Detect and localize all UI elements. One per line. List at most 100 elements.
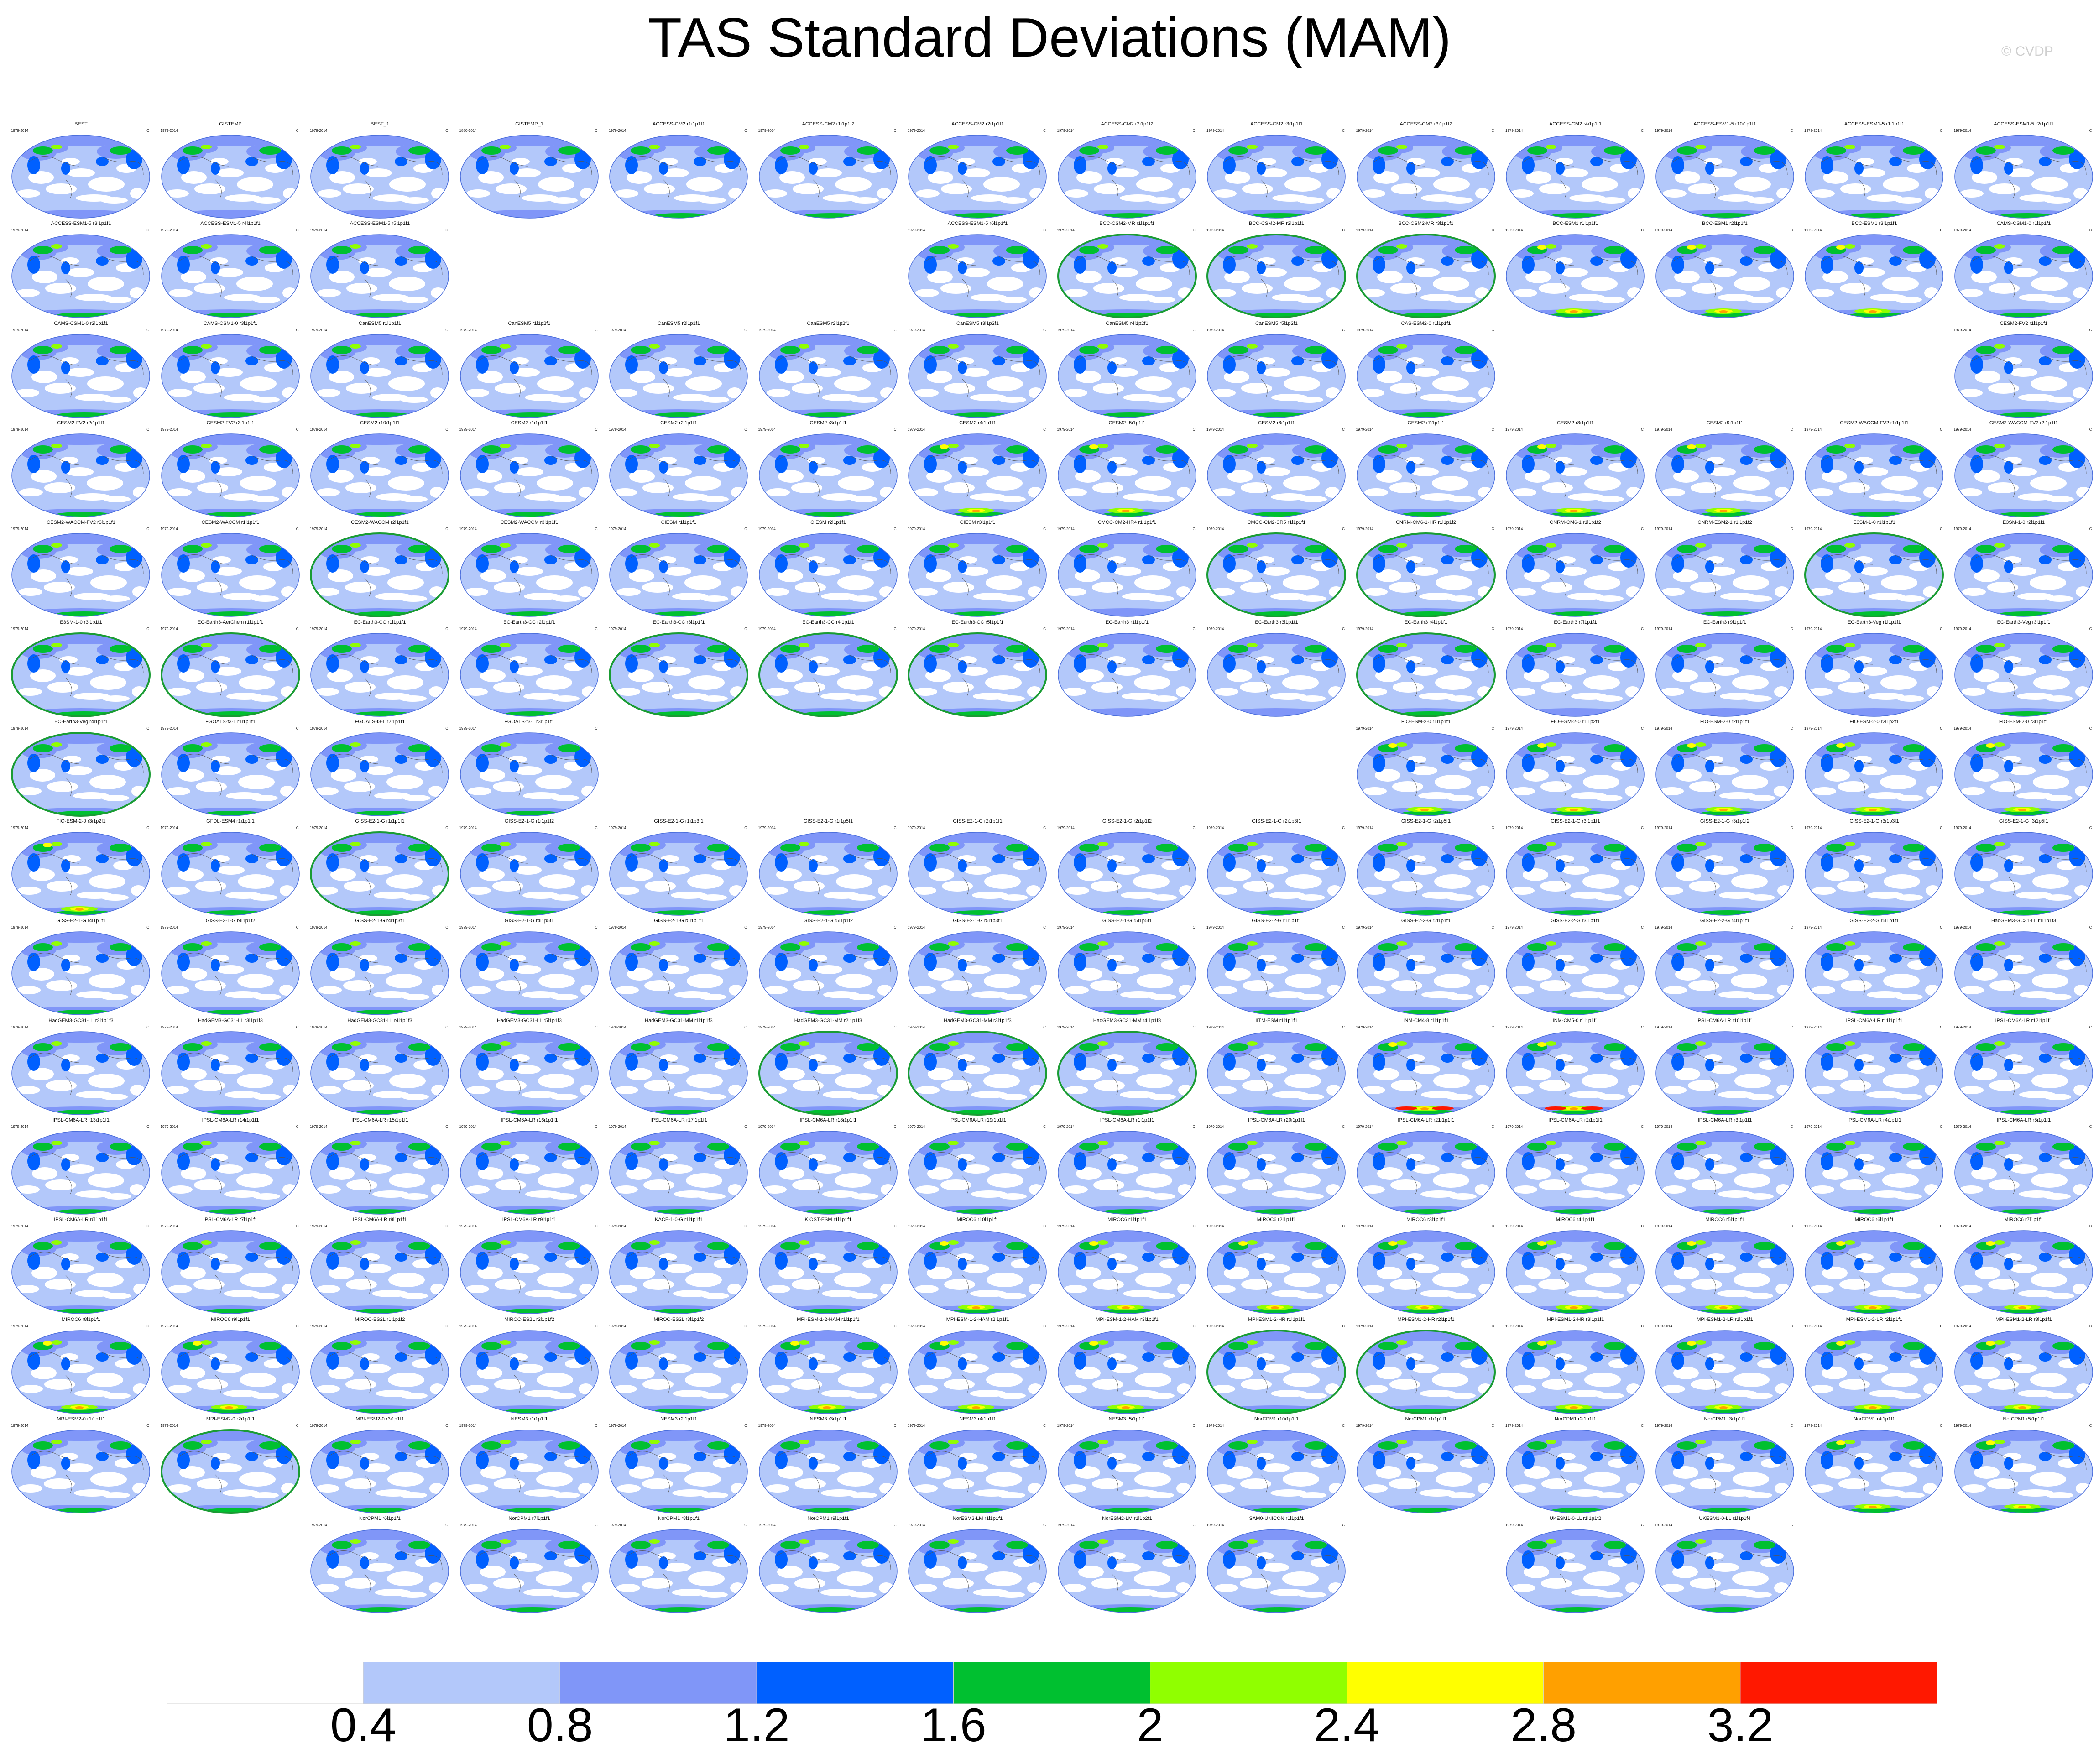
panel-units: C [1641,626,1644,631]
panel-years: 1979-2014 [908,427,925,432]
panel-title: CanESM5 r2i1p1f1 [658,320,700,326]
panel-title: FGOALS-f3-L r1i1p1f1 [205,719,256,725]
panel-title: NorCPM1 r8i1p1f1 [658,1516,700,1522]
panel-units: C [1491,1025,1494,1029]
panel-units: C [1790,726,1793,731]
panel-title: CanESM5 r2i1p2f1 [807,320,850,326]
panel-years: 1979-2014 [758,1523,776,1528]
global-map [459,931,599,1016]
panel-units: C [1043,826,1046,830]
global-map [11,1230,150,1315]
global-map [609,1131,748,1215]
map-panel: CESM2-FV2 r2i1p1f1 1979-2014 C [6,420,156,520]
map-panel: ACCESS-CM2 r2i1p1f2 1979-2014 C [1053,121,1202,221]
panel-title: NorESM2-LM r1i1p2f1 [1102,1516,1152,1522]
panel-title: CanESM5 r1i1p2f1 [508,320,551,326]
panel-units: C [296,1324,299,1328]
panel-title: CESM2 r3i1p1f1 [809,420,847,426]
panel-title: ACCESS-ESM1-5 r6i1p1f1 [947,221,1008,227]
panel-years: 1979-2014 [908,1324,925,1328]
map-panel: HadGEM3-GC31-LL r1i1p1f3 1979-2014 C [1949,918,2099,1018]
map-panel: CNRM-CM6-1-HR r1i1p1f2 1979-2014 C [1352,520,1501,620]
panel-years: 1979-2014 [160,1423,178,1428]
panel-units: C [146,228,149,233]
global-map [908,1030,1047,1116]
panel-years: 1979-2014 [310,1523,328,1528]
panel-title: ACCESS-ESM1-5 r4i1p1f1 [200,221,261,227]
global-map [609,931,748,1016]
panel-title: FIO-ESM-2-0 r1i1p2f1 [1551,719,1600,725]
map-panel: GISS-E2-1-G r2i1p1f2 1979-2014 C [1053,819,1202,919]
panel-units: C [1940,626,1942,631]
panel-title: CAMS-CSM1-0 r3i1p1f1 [203,320,258,326]
panel-units: C [1192,328,1196,332]
map-panel: MPI-ESM1-2-HR r2i1p1f1 1979-2014 C [1352,1317,1501,1417]
map-panel: CESM2-WACCM r3i1p1f1 1979-2014 C [455,520,604,620]
panel-title: GISS-E2-1-G r2i1p1f2 [1102,819,1152,825]
panel-years: 1979-2014 [758,427,776,432]
panel-years: 1979-2014 [1356,129,1373,133]
panel-years: 1979-2014 [1206,1523,1224,1528]
panel-title: MPI-ESM1-2-HR r1i1p1f1 [1248,1316,1305,1322]
panel-title: MPI-ESM-1-2-HAM r2i1p1f1 [946,1316,1009,1322]
global-map [310,1131,449,1215]
panel-units: C [146,427,149,432]
panel-years: 1979-2014 [1356,328,1373,332]
panel-years: 1979-2014 [1356,1423,1373,1428]
panel-units: C [296,726,299,731]
global-map [459,1330,599,1414]
map-panel: IPSL-CM6A-LR r15i1p1f1 1979-2014 C [305,1117,454,1217]
panel-units: C [1790,427,1793,432]
global-map [160,1429,300,1514]
panel-years: 1979-2014 [1505,925,1523,930]
panel-years: 1979-2014 [160,626,178,631]
panel-years: 1979-2014 [459,1523,477,1528]
global-map [1954,832,2093,916]
panel-years: 1979-2014 [1655,1224,1672,1229]
global-map [609,433,748,517]
map-panel: MPI-ESM-1-2-HAM r3i1p1f1 1979-2014 C [1053,1317,1202,1417]
colorbar-segment [756,1662,954,1704]
panel-years: 1979-2014 [1953,527,1971,532]
global-map [758,533,898,617]
panel-years: 1979-2014 [1505,427,1523,432]
panel-years: 1979-2014 [1505,1423,1523,1428]
global-map [310,1230,449,1315]
global-map [459,732,599,816]
panel-title: CanESM5 r4i1p2f1 [1106,320,1149,326]
panel-title: BCC-CSM2-MR r2i1p1f1 [1248,221,1305,227]
panel-title: GISS-E2-2-G r2i1p1f1 [1401,918,1451,924]
map-panel: GISS-E2-1-G r4i1p1f1 1979-2014 C [6,918,156,1018]
panel-years: 1979-2014 [1505,726,1523,731]
panel-units: C [2089,1125,2092,1129]
panel-title: CESM2-FV2 r1i1p1f1 [2000,320,2048,326]
panel-units: C [893,925,897,930]
panel-title: ACCESS-CM2 r1i1p1f2 [802,121,855,127]
panel-title: MPI-ESM-1-2-HAM r3i1p1f1 [1096,1316,1159,1322]
map-panel: FIO-ESM-2-0 r2i1p2f1 1979-2014 C [1800,719,1949,819]
panel-title: FIO-ESM-2-0 r3i1p1f1 [1999,719,2049,725]
panel-title: SAM0-UNICON r1i1p1f1 [1249,1516,1304,1522]
panel-title: IPSL-CM6A-LR r14i1p1f1 [202,1117,259,1123]
global-map [11,1031,150,1115]
panel-title: HadGEM3-GC31-MM r4i1p1f3 [1093,1018,1161,1023]
panel-units: C [146,1125,149,1129]
panel-units: C [445,228,448,233]
panel-years: 1979-2014 [310,726,328,731]
panel-title: EC-Earth3 r1i1p1f1 [1105,619,1149,625]
global-map [758,433,898,517]
panel-years: 1979-2014 [609,1523,627,1528]
global-map [11,632,151,717]
panel-units: C [2089,328,2092,332]
panel-title: NESM3 r3i1p1f1 [809,1416,847,1422]
global-map [1206,1329,1346,1414]
global-map [1206,234,1346,319]
map-panel: GISS-E2-1-G r4i1p1f2 1979-2014 C [156,918,305,1018]
panel-units: C [595,1125,598,1129]
panel-title: ACCESS-CM2 r2i1p1f1 [951,121,1004,127]
panel-units: C [1192,1224,1196,1229]
global-map [1805,1430,1943,1513]
panel-years: 1979-2014 [11,1224,29,1229]
map-panel: NESM3 r3i1p1f1 1979-2014 C [754,1416,903,1516]
panel-years: 1979-2014 [908,129,925,133]
